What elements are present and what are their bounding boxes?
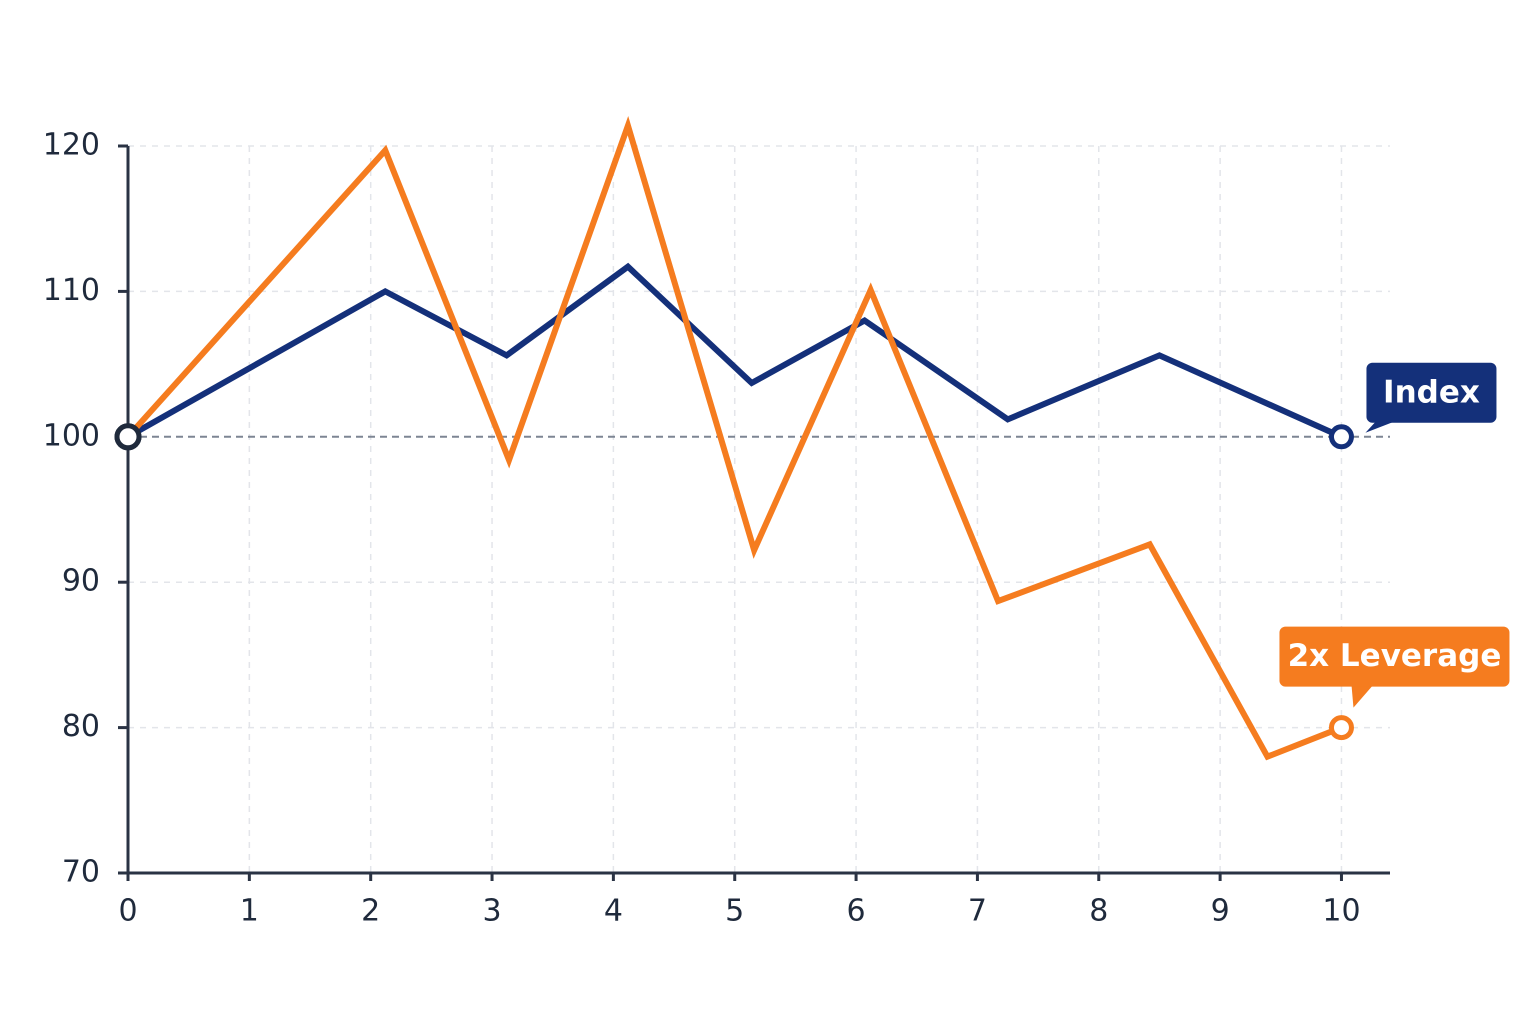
y-tick-label: 100 xyxy=(43,418,100,453)
x-tick-label: 9 xyxy=(1211,894,1230,929)
x-tick-label: 7 xyxy=(968,894,987,929)
y-tick-label: 70 xyxy=(62,855,100,890)
callout-pointer xyxy=(1351,684,1374,708)
legend-label: Index xyxy=(1383,374,1480,410)
y-tick-label: 80 xyxy=(62,709,100,744)
x-tick-label: 6 xyxy=(847,894,866,929)
x-tick-label: 5 xyxy=(725,894,744,929)
y-tick-label: 120 xyxy=(43,128,100,163)
legend-label: 2x Leverage xyxy=(1288,638,1502,674)
x-tick-label: 0 xyxy=(118,894,137,929)
series-callout: 2x Leverage xyxy=(1279,626,1510,708)
y-tick-label: 110 xyxy=(43,273,100,308)
x-tick-label: 1 xyxy=(240,894,259,929)
x-tick-label: 4 xyxy=(604,894,623,929)
end-marker xyxy=(114,423,142,451)
callout-box xyxy=(1279,626,1510,687)
series-callout: Index xyxy=(1365,362,1497,433)
series-line xyxy=(126,262,1343,440)
x-tick-label: 2 xyxy=(361,894,380,929)
callout-box xyxy=(1366,362,1497,423)
x-tick-label: 3 xyxy=(482,894,501,929)
end-marker xyxy=(1328,424,1354,450)
x-tick-label: 10 xyxy=(1322,894,1360,929)
y-tick-label: 90 xyxy=(62,564,100,599)
callout-pointer xyxy=(1365,420,1397,433)
series-line xyxy=(125,115,1343,761)
x-tick-label: 8 xyxy=(1089,894,1108,929)
end-marker xyxy=(1328,715,1354,741)
